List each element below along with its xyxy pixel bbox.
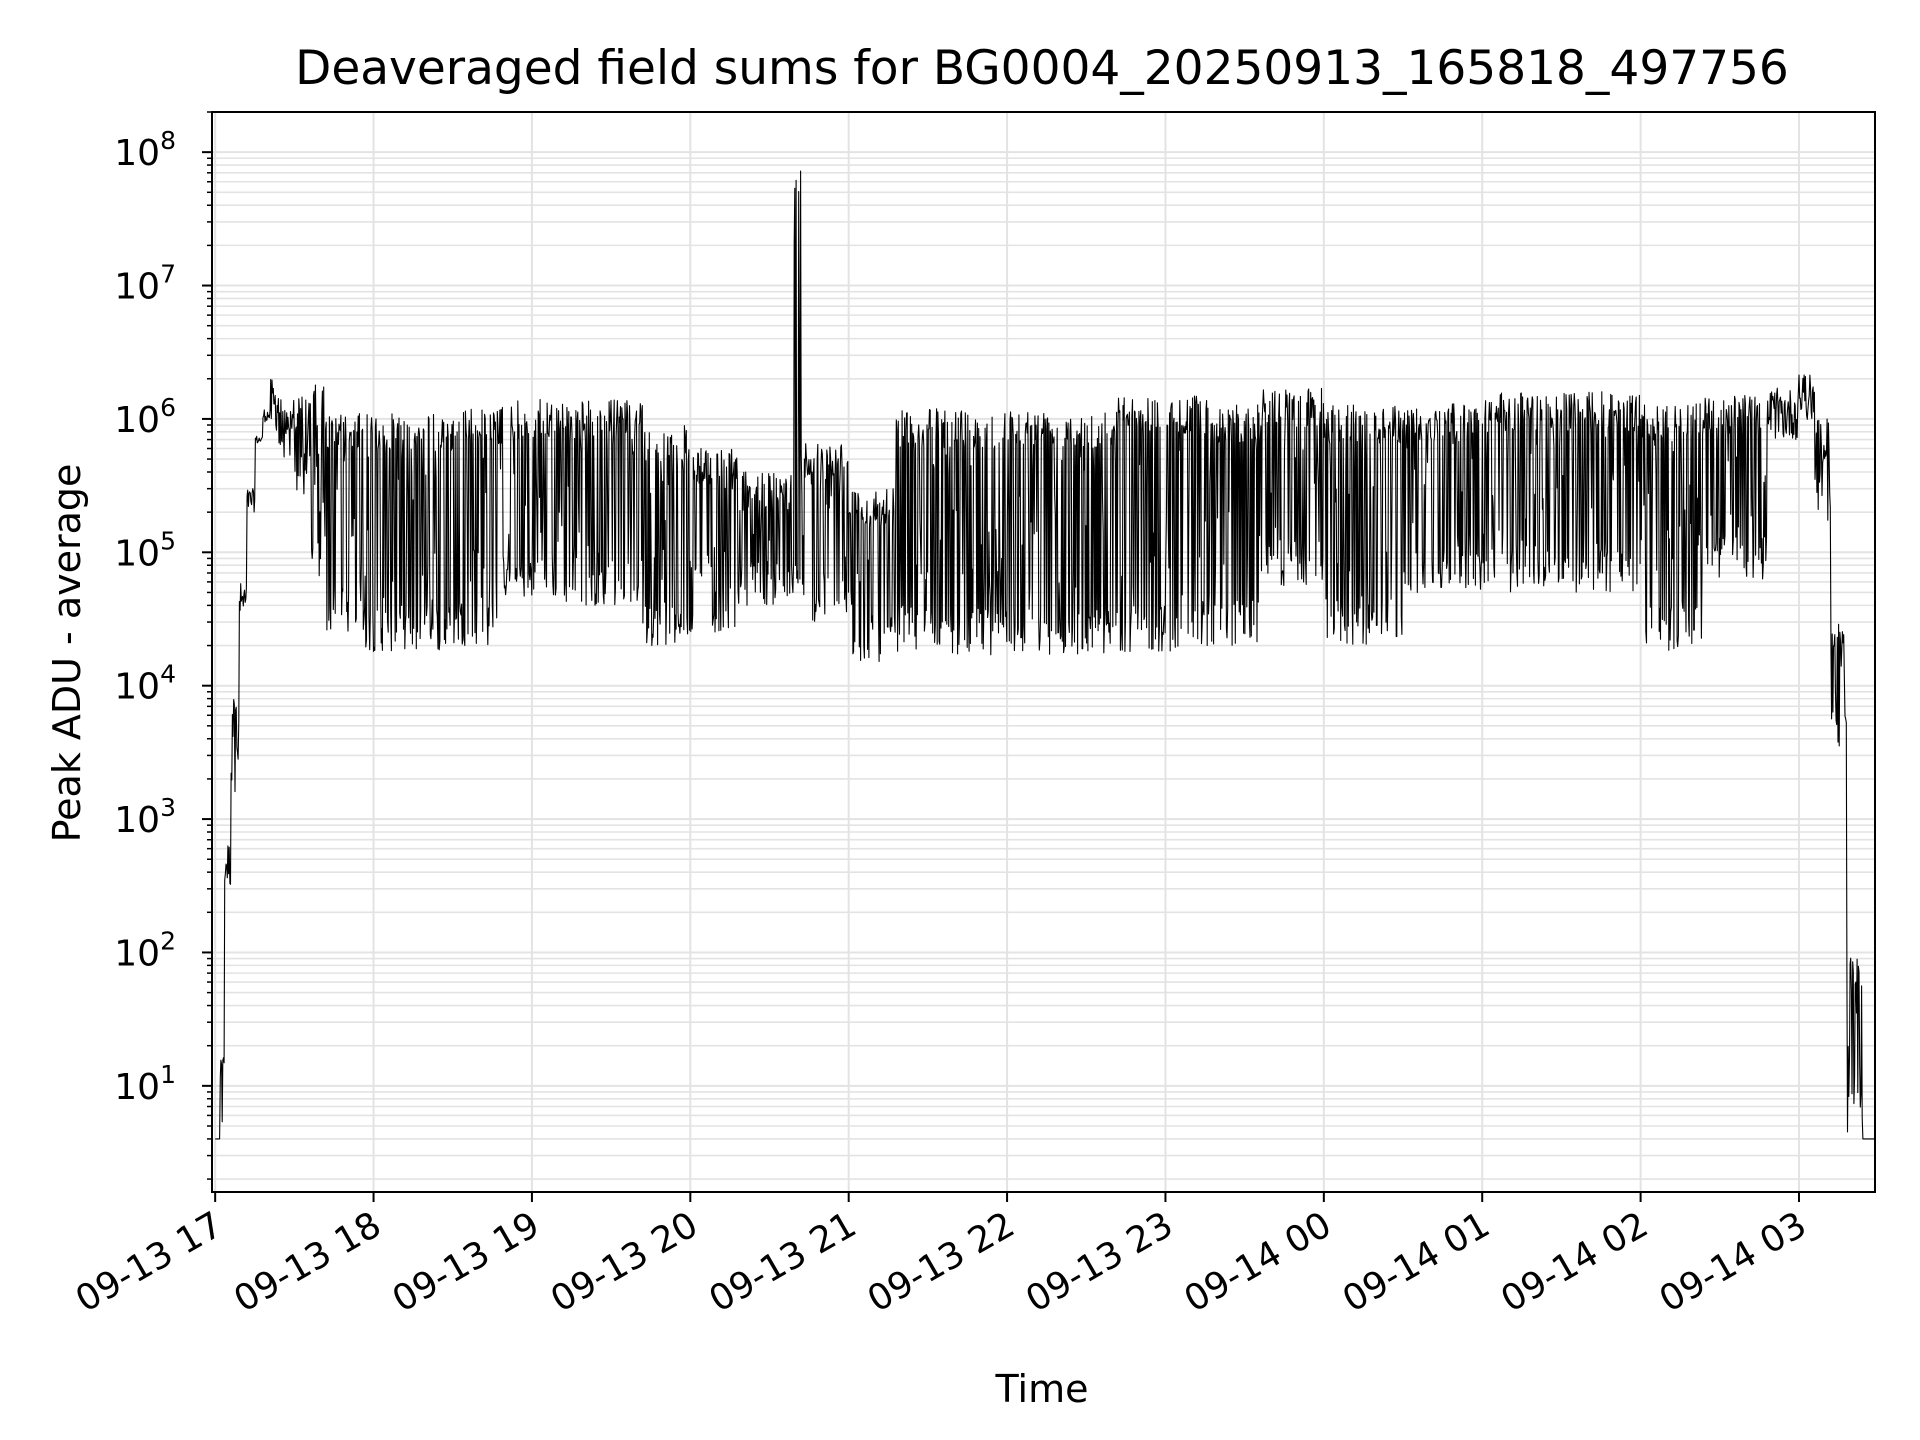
y-tick-base: 10	[114, 667, 160, 708]
y-tick-label: 107	[114, 260, 176, 308]
grid-lines	[212, 111, 1875, 1192]
y-tick-exponent: 4	[160, 660, 176, 689]
y-tick-exponent: 2	[160, 926, 176, 955]
y-tick-label: 106	[114, 393, 176, 441]
y-tick-base: 10	[114, 133, 160, 174]
y-tick-base: 10	[114, 933, 160, 974]
y-tick-label: 105	[114, 526, 176, 574]
y-tick-label: 102	[114, 926, 176, 974]
y-tick-exponent: 3	[160, 793, 176, 822]
y-tick-base: 10	[114, 400, 160, 441]
y-axis-label: Peak ADU - average	[45, 464, 89, 843]
y-tick-exponent: 7	[160, 260, 176, 289]
y-tick-exponent: 5	[160, 526, 176, 555]
y-tick-label: 101	[114, 1060, 176, 1108]
chart-title: Deaveraged field sums for BG0004_2025091…	[295, 41, 1789, 96]
field-sums-line	[215, 170, 1875, 1140]
y-tick-base: 10	[114, 533, 160, 574]
y-tick-exponent: 6	[160, 393, 176, 422]
y-tick-base: 10	[114, 800, 160, 841]
y-tick-exponent: 8	[160, 126, 176, 155]
y-tick-label: 104	[114, 660, 176, 708]
y-tick-base: 10	[114, 267, 160, 308]
y-tick-exponent: 1	[160, 1060, 176, 1089]
y-tick-base: 10	[114, 1067, 160, 1108]
data-series	[215, 170, 1875, 1140]
y-tick-label: 103	[114, 793, 176, 841]
plot-frame	[211, 111, 1876, 1193]
x-axis-label: Time	[995, 1367, 1089, 1411]
y-tick-label: 108	[114, 126, 176, 174]
